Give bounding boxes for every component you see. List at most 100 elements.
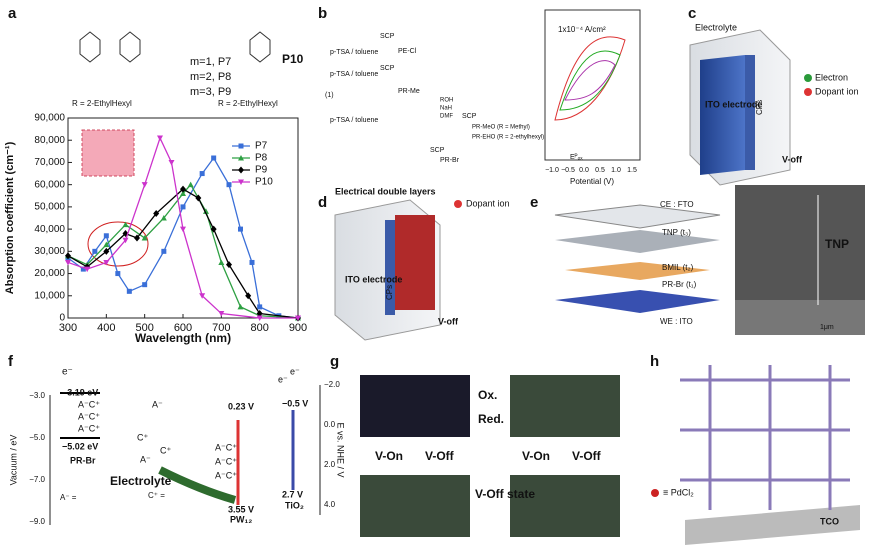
y-axis-label: Absorption coefficient (cm⁻¹) [4, 141, 16, 294]
panel-label: a [8, 5, 17, 22]
highlight-ellipse [87, 221, 149, 267]
annotation: m=3, P9 [190, 86, 231, 98]
marker [153, 210, 160, 218]
tick-label: 2.0 [324, 460, 336, 469]
marker [187, 181, 194, 188]
marker [103, 241, 110, 248]
y-tick-label: 50,000 [34, 202, 65, 213]
annotation: P10 [282, 52, 304, 66]
cv-frame [544, 9, 641, 161]
marker [237, 303, 244, 310]
legend-dot [454, 200, 462, 208]
label: −5.02 eV [62, 441, 98, 451]
label: 0.23 V [228, 401, 254, 411]
marker [218, 259, 225, 265]
tick-label: −2.0 [324, 380, 340, 389]
label: Dopant ion [815, 86, 859, 96]
label: p-TSA / toluene [330, 71, 378, 78]
marker [195, 194, 202, 202]
label: Red. [478, 412, 504, 426]
label: TNP [825, 237, 849, 251]
label: V-On [522, 449, 550, 463]
substrate [685, 505, 860, 545]
marker [157, 135, 163, 141]
legend-dot [804, 74, 812, 82]
x-tick-label: 400 [97, 322, 115, 334]
marker [218, 311, 225, 317]
marker [92, 248, 98, 254]
photo [510, 475, 620, 537]
marker [210, 225, 217, 233]
marker [65, 252, 71, 260]
photo [360, 475, 470, 537]
marker [103, 247, 110, 255]
cv-curve [564, 60, 616, 101]
label: e⁻ [62, 367, 73, 378]
label: CE : FTO [660, 200, 694, 209]
label: A⁻C⁺ [215, 470, 237, 480]
marker [180, 204, 186, 210]
scale-label: 1x10⁻⁴ A/cm² [558, 25, 606, 34]
tick-label: −9.0 [29, 517, 45, 526]
axis-label: Vacuum / eV [8, 435, 18, 486]
marker [257, 304, 263, 310]
marker [126, 288, 132, 294]
label: Dopant ion [466, 198, 510, 208]
x-tick-label: 900 [289, 322, 307, 334]
photo [360, 375, 470, 437]
label: A⁻ [152, 399, 163, 409]
marker [256, 315, 263, 321]
label: ROH [440, 98, 453, 104]
label: 1μm [820, 324, 834, 331]
x-axis-label: Wavelength (nm) [135, 331, 231, 345]
label: SCP [380, 65, 395, 72]
label: (1) [325, 92, 334, 99]
layer [565, 262, 710, 280]
tick-label: −7.0 [29, 475, 45, 484]
marker [115, 271, 121, 277]
ito [700, 55, 745, 175]
marker [142, 282, 148, 288]
y-tick-label: 70,000 [34, 157, 65, 168]
label: Electrical double layers [335, 186, 436, 196]
marker [180, 190, 186, 197]
label: PR-Br [70, 455, 96, 465]
label: V-Off state [475, 487, 535, 501]
panel-label: e [530, 194, 538, 211]
marker [203, 208, 209, 214]
label: V-Off [572, 449, 602, 463]
label: p-TSA / toluene [330, 49, 378, 56]
y-tick-label: 80,000 [34, 135, 65, 146]
annotation: R = 2-EthylHexyl [72, 99, 132, 108]
marker [226, 182, 232, 188]
marker [84, 266, 91, 273]
tick-label: 0.0 [324, 420, 336, 429]
label: C⁺ [160, 445, 171, 455]
marker [65, 259, 71, 266]
y-tick-label: 0 [59, 313, 65, 324]
label: −0.5 V [282, 398, 308, 408]
tick-label: 0.0 [579, 167, 589, 174]
label: PR-Br [440, 157, 460, 164]
tick-label: 1.5 [627, 167, 637, 174]
label: WE : ITO [660, 317, 693, 326]
panel-label: d [318, 194, 327, 211]
legend-label: P7 [255, 141, 268, 152]
label: PR-Me [398, 88, 420, 95]
label: e⁻ [278, 374, 288, 384]
label: ≡ PdCl₂ [663, 487, 694, 497]
label: SCP [462, 113, 477, 120]
legend-marker [238, 155, 244, 161]
legend-dot [804, 88, 812, 96]
label: −3.19 eV [62, 387, 98, 397]
marker [249, 259, 255, 265]
y-tick-label: 20,000 [34, 268, 65, 279]
label: PR-EHO (R = 2-ethylhexyl) [472, 135, 544, 141]
x-tick-label: 300 [59, 322, 77, 334]
sem-substrate [735, 300, 865, 335]
tick-label: −3.0 [29, 391, 45, 400]
label: Electrolyte [695, 22, 737, 32]
tick-label: −0.5 [561, 167, 575, 174]
marker [122, 221, 129, 228]
